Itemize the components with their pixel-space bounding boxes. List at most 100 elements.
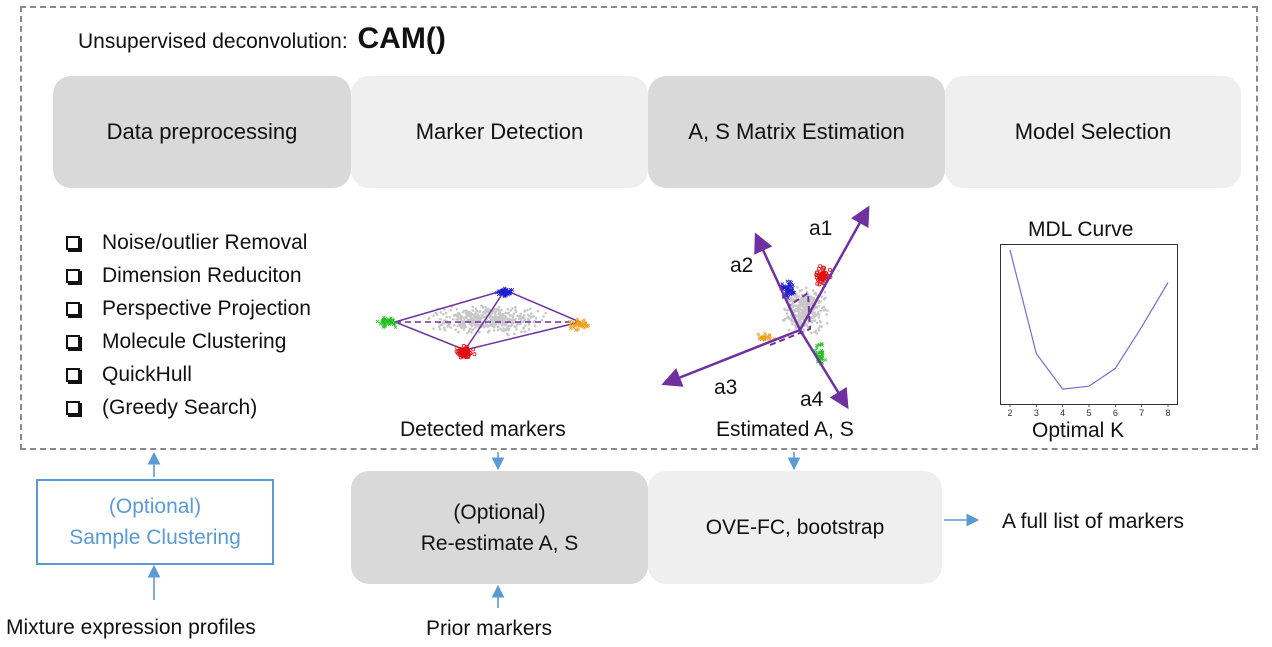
scatter-point bbox=[432, 327, 435, 330]
scatter-point bbox=[497, 306, 501, 309]
scatter-point bbox=[516, 314, 519, 318]
scatter-point bbox=[375, 319, 380, 324]
scatter-point bbox=[790, 286, 795, 290]
scatter-point bbox=[442, 326, 446, 330]
mdl-tick-label: 6 bbox=[1113, 408, 1118, 418]
scatter-point bbox=[503, 317, 506, 320]
scatter-point bbox=[821, 265, 826, 270]
scatter-point bbox=[568, 326, 573, 331]
scatter-point bbox=[473, 326, 477, 330]
scatter-point bbox=[462, 316, 465, 319]
detected-markers-caption: Detected markers bbox=[400, 418, 566, 441]
scatter-point bbox=[508, 290, 512, 295]
scatter-point bbox=[801, 315, 805, 318]
scatter-point bbox=[534, 317, 538, 320]
scatter-point bbox=[821, 270, 826, 275]
scatter-point bbox=[451, 318, 455, 321]
scatter-point bbox=[823, 358, 828, 362]
scatter-point bbox=[514, 305, 517, 309]
scatter-point bbox=[792, 290, 796, 295]
checkbox-icon bbox=[66, 268, 80, 283]
checklist-item: Molecule Clustering bbox=[66, 325, 311, 358]
scatter-point bbox=[443, 328, 447, 332]
scatter-point bbox=[827, 267, 832, 272]
optimal-k-label: Optimal K bbox=[1032, 419, 1125, 442]
scatter-point bbox=[788, 317, 791, 321]
scatter-point bbox=[482, 310, 485, 314]
scatter-point bbox=[822, 308, 826, 312]
scatter-point bbox=[456, 324, 460, 328]
scatter-point bbox=[495, 316, 498, 319]
scatter-point bbox=[438, 317, 442, 321]
scatter-point bbox=[815, 332, 819, 335]
checklist-item: (Greedy Search) bbox=[66, 391, 311, 424]
scatter-point bbox=[460, 314, 463, 318]
scatter-point bbox=[468, 323, 472, 326]
scatter-point bbox=[465, 331, 469, 335]
checkbox-icon bbox=[66, 235, 80, 250]
scatter-point bbox=[470, 316, 474, 320]
stage-matrix-estimation: A, S Matrix Estimation bbox=[648, 76, 945, 188]
background-points bbox=[427, 304, 548, 337]
scatter-point bbox=[825, 313, 829, 316]
label-a3: a3 bbox=[714, 376, 738, 399]
scatter-point bbox=[825, 321, 829, 325]
scatter-point bbox=[471, 309, 474, 312]
scatter-point bbox=[500, 320, 504, 323]
scatter-point bbox=[518, 317, 521, 320]
scatter-point bbox=[820, 341, 824, 346]
scatter-point bbox=[393, 325, 398, 329]
scatter-point bbox=[391, 322, 396, 327]
scatter-point bbox=[508, 314, 512, 317]
scatter-point bbox=[795, 295, 798, 299]
mdl-tick-label: 5 bbox=[1086, 408, 1091, 418]
ove-fc-box: OVE-FC, bootstrap bbox=[648, 471, 942, 584]
scatter-point bbox=[519, 314, 522, 318]
scatter-point bbox=[820, 306, 824, 310]
scatter-point bbox=[379, 320, 384, 324]
scatter-point bbox=[505, 332, 509, 336]
scatter-point bbox=[498, 310, 501, 314]
scatter-point bbox=[813, 306, 817, 310]
scatter-point bbox=[493, 318, 497, 322]
scatter-point bbox=[788, 292, 793, 297]
scatter-point bbox=[496, 325, 500, 328]
scatter-point bbox=[449, 326, 453, 329]
scatter-point bbox=[527, 322, 531, 326]
checklist-label: Noise/outlier Removal bbox=[102, 231, 308, 254]
checkbox-icon bbox=[66, 400, 80, 415]
marker-detection-scatter bbox=[375, 286, 591, 360]
scatter-point bbox=[819, 272, 824, 277]
scatter-point bbox=[521, 320, 525, 324]
scatter-point bbox=[445, 315, 448, 319]
vector-a4 bbox=[798, 329, 849, 410]
label-a2: a2 bbox=[730, 254, 754, 277]
scatter-point bbox=[815, 321, 819, 325]
scatter-point bbox=[526, 308, 529, 312]
scatter-point bbox=[820, 353, 825, 358]
scatter-point bbox=[511, 318, 515, 322]
scatter-point bbox=[798, 289, 802, 293]
scatter-point bbox=[506, 318, 509, 321]
scatter-point bbox=[810, 315, 814, 319]
scatter-point bbox=[490, 312, 494, 315]
scatter-point bbox=[818, 319, 822, 323]
scatter-point bbox=[496, 328, 500, 332]
scatter-point bbox=[527, 318, 531, 322]
mdl-chart: 2 3 4 5 6 7 8 bbox=[1000, 244, 1178, 418]
scatter-point bbox=[785, 279, 790, 284]
scatter-point bbox=[513, 332, 516, 336]
scatter-point bbox=[475, 324, 479, 328]
scatter-point bbox=[515, 322, 519, 326]
scatter-point bbox=[470, 331, 473, 334]
scatter-point bbox=[584, 324, 588, 328]
scatter-point bbox=[465, 313, 468, 317]
scatter-point bbox=[463, 354, 468, 359]
vector-a3 bbox=[661, 328, 801, 387]
scatter-point bbox=[462, 347, 467, 352]
scatter-point bbox=[489, 319, 493, 322]
scatter-point bbox=[482, 325, 486, 329]
scatter-point bbox=[568, 319, 572, 324]
scatter-point bbox=[786, 288, 790, 293]
scatter-point bbox=[492, 329, 496, 332]
